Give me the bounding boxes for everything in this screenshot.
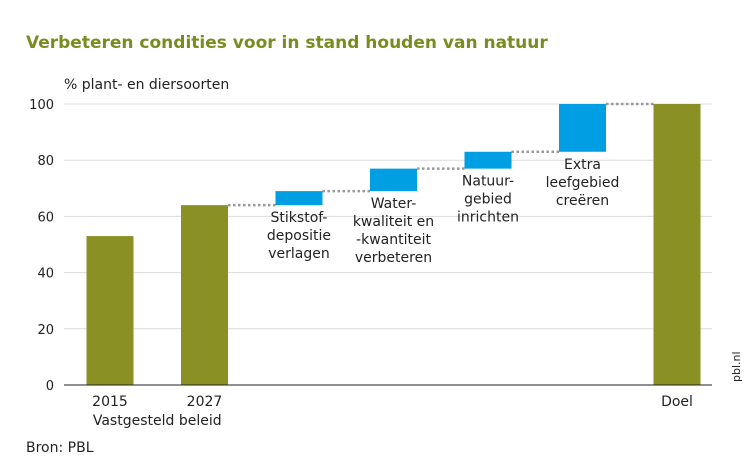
total-bar [86, 236, 134, 385]
step-bar [370, 168, 417, 192]
watermark: pbl.nl [730, 351, 743, 382]
y-axis-label: % plant- en diersoorten [64, 77, 229, 93]
group-label: Vastgesteld beleid [93, 413, 222, 429]
x-tick-label: 2027 [187, 394, 223, 410]
step-bar [464, 151, 512, 169]
y-tick-label: 20 [37, 323, 54, 338]
x-tick-label: Doel [661, 394, 693, 410]
step-bar [559, 104, 606, 152]
y-tick-label: 60 [37, 210, 54, 225]
x-tick-label: 2015 [92, 394, 128, 410]
step-label: Extra leefgebied creëren [546, 157, 620, 209]
source-note: Bron: PBL [26, 440, 94, 456]
total-bar [181, 205, 228, 385]
y-tick-label: 0 [46, 379, 54, 394]
step-bar [275, 191, 323, 206]
total-bar [653, 104, 701, 385]
step-label: Stikstof-depositie verlagen [267, 210, 331, 262]
y-tick-label: 80 [37, 154, 54, 169]
chart-title: Verbeteren condities voor in stand houde… [26, 33, 548, 53]
step-label: Water-kwaliteit en -kwantiteit verbeteren [353, 196, 434, 266]
y-tick-label: 40 [37, 267, 54, 282]
y-tick-label: 100 [29, 98, 54, 113]
step-label: Natuur-gebied inrichten [457, 174, 519, 226]
